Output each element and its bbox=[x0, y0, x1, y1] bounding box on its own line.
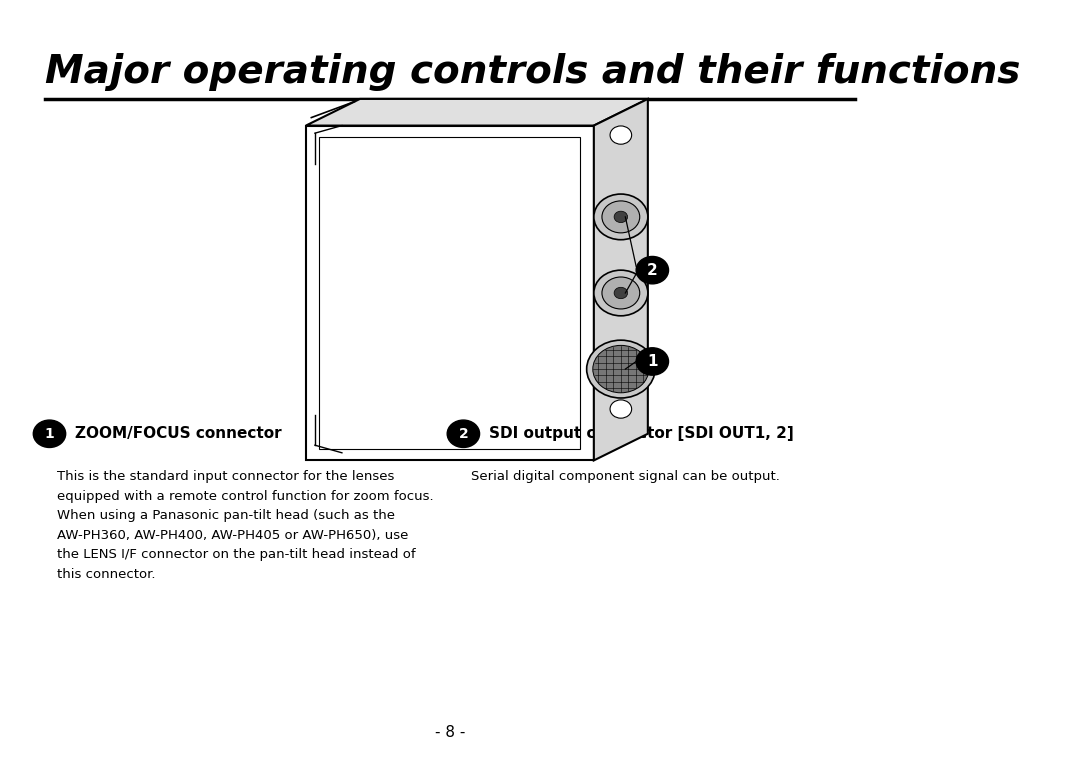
Circle shape bbox=[602, 201, 639, 233]
Text: 2: 2 bbox=[459, 427, 469, 441]
Text: Serial digital component signal can be output.: Serial digital component signal can be o… bbox=[471, 470, 780, 483]
Circle shape bbox=[615, 288, 627, 298]
Text: ZOOM/FOCUS connector: ZOOM/FOCUS connector bbox=[75, 426, 281, 441]
Polygon shape bbox=[594, 99, 648, 460]
Circle shape bbox=[33, 420, 66, 447]
Text: - 8 -: - 8 - bbox=[434, 724, 465, 740]
Circle shape bbox=[602, 277, 639, 309]
Circle shape bbox=[636, 256, 669, 284]
Circle shape bbox=[586, 340, 656, 398]
Circle shape bbox=[447, 420, 480, 447]
Circle shape bbox=[615, 211, 627, 222]
Text: SDI output connector [SDI OUT1, 2]: SDI output connector [SDI OUT1, 2] bbox=[488, 426, 794, 441]
Text: This is the standard input connector for the lenses
equipped with a remote contr: This is the standard input connector for… bbox=[56, 470, 433, 581]
Text: 1: 1 bbox=[647, 354, 658, 369]
Circle shape bbox=[610, 400, 632, 418]
Text: 1: 1 bbox=[44, 427, 54, 441]
Circle shape bbox=[610, 126, 632, 145]
Polygon shape bbox=[306, 99, 648, 126]
Circle shape bbox=[594, 194, 648, 240]
Polygon shape bbox=[306, 126, 594, 460]
Text: Major operating controls and their functions: Major operating controls and their funct… bbox=[45, 53, 1021, 91]
Circle shape bbox=[594, 270, 648, 316]
Text: 2: 2 bbox=[647, 263, 658, 278]
Circle shape bbox=[593, 345, 649, 393]
Circle shape bbox=[636, 348, 669, 375]
